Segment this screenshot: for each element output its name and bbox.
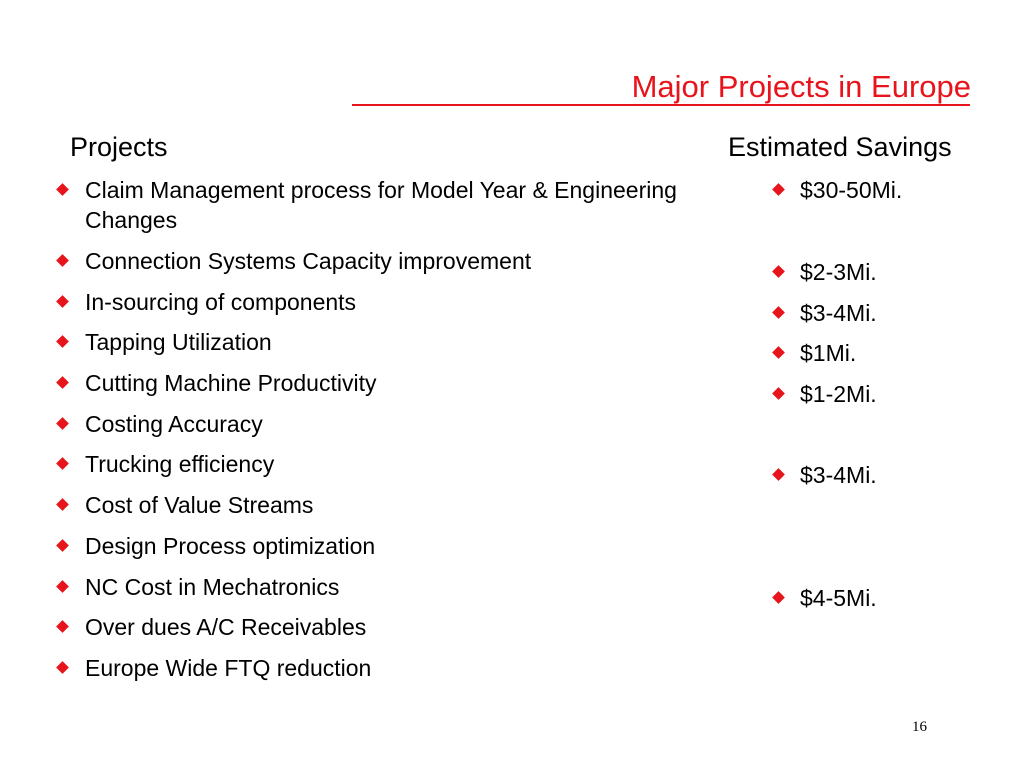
project-item: Design Process optimization [54, 531, 694, 561]
diamond-bullet-icon [772, 591, 785, 604]
project-label: Tapping Utilization [85, 329, 272, 356]
project-item: In-sourcing of components [54, 287, 694, 317]
project-item: Tapping Utilization [54, 327, 694, 357]
diamond-bullet-icon [56, 376, 69, 389]
diamond-bullet-icon [772, 468, 785, 481]
project-item: Trucking efficiency [54, 449, 694, 479]
project-label: Europe Wide FTQ reduction [85, 654, 372, 681]
project-item: Cost of Value Streams [54, 490, 694, 520]
project-item: Costing Accuracy [54, 409, 694, 439]
diamond-bullet-icon [56, 457, 69, 471]
project-label: Cutting Machine Productivity [85, 370, 377, 397]
diamond-bullet-icon [56, 579, 69, 593]
projects-list: Claim Management process for Model Year … [54, 175, 694, 694]
projects-heading: Projects [70, 132, 168, 162]
diamond-bullet-icon [56, 416, 69, 430]
savings-item: $3-4Mi. [770, 298, 877, 328]
savings-item: $3-4Mi. [770, 460, 877, 490]
project-label: Trucking efficiency [85, 451, 275, 478]
diamond-bullet-icon [772, 387, 785, 400]
project-label: In-sourcing of components [85, 288, 357, 315]
diamond-bullet-icon [772, 306, 785, 319]
project-label: Over dues A/C Receivables [85, 614, 367, 641]
savings-list: $30-50Mi. $2-3Mi. $3-4Mi. $1Mi. $1-2Mi. … [770, 175, 1010, 625]
project-item: NC Cost in Mechatronics [54, 572, 694, 602]
savings-value: $30-50Mi. [800, 177, 903, 203]
diamond-bullet-icon [772, 265, 785, 278]
savings-value: $3-4Mi. [800, 462, 877, 488]
diamond-bullet-icon [56, 620, 69, 634]
project-label: Costing Accuracy [85, 410, 263, 437]
savings-value: $3-4Mi. [800, 300, 877, 326]
savings-item: $4-5Mi. [770, 583, 877, 613]
diamond-bullet-icon [56, 183, 69, 196]
savings-value: $1-2Mi. [800, 381, 877, 407]
page-number: 16 [912, 719, 927, 735]
savings-value: $1Mi. [800, 340, 857, 366]
title-underline [352, 104, 970, 106]
project-label: Cost of Value Streams [85, 492, 314, 519]
diamond-bullet-icon [56, 294, 69, 308]
project-item: Connection Systems Capacity improvement [54, 246, 694, 276]
project-item: Over dues A/C Receivables [54, 612, 694, 642]
savings-item: $2-3Mi. [770, 257, 877, 287]
project-label: NC Cost in Mechatronics [85, 573, 340, 600]
savings-heading: Estimated Savings [728, 132, 952, 162]
slide-title: Major Projects in Europe [631, 69, 971, 104]
project-label: Claim Management process for Model Year … [85, 177, 677, 233]
diamond-bullet-icon [772, 346, 785, 359]
project-item: Cutting Machine Productivity [54, 368, 694, 398]
savings-item: $1Mi. [770, 338, 856, 368]
project-item: Europe Wide FTQ reduction [54, 653, 694, 683]
savings-item: $1-2Mi. [770, 379, 877, 409]
diamond-bullet-icon [56, 335, 69, 349]
project-label: Connection Systems Capacity improvement [85, 248, 532, 274]
savings-value: $2-3Mi. [800, 259, 877, 285]
project-label: Design Process optimization [85, 532, 376, 559]
savings-value: $4-5Mi. [800, 585, 877, 611]
diamond-bullet-icon [56, 498, 69, 511]
diamond-bullet-icon [56, 254, 69, 267]
diamond-bullet-icon [772, 183, 785, 196]
savings-item: $30-50Mi. [770, 175, 902, 205]
project-item: Claim Management process for Model Year … [54, 175, 694, 235]
diamond-bullet-icon [56, 538, 69, 552]
diamond-bullet-icon [56, 661, 69, 674]
